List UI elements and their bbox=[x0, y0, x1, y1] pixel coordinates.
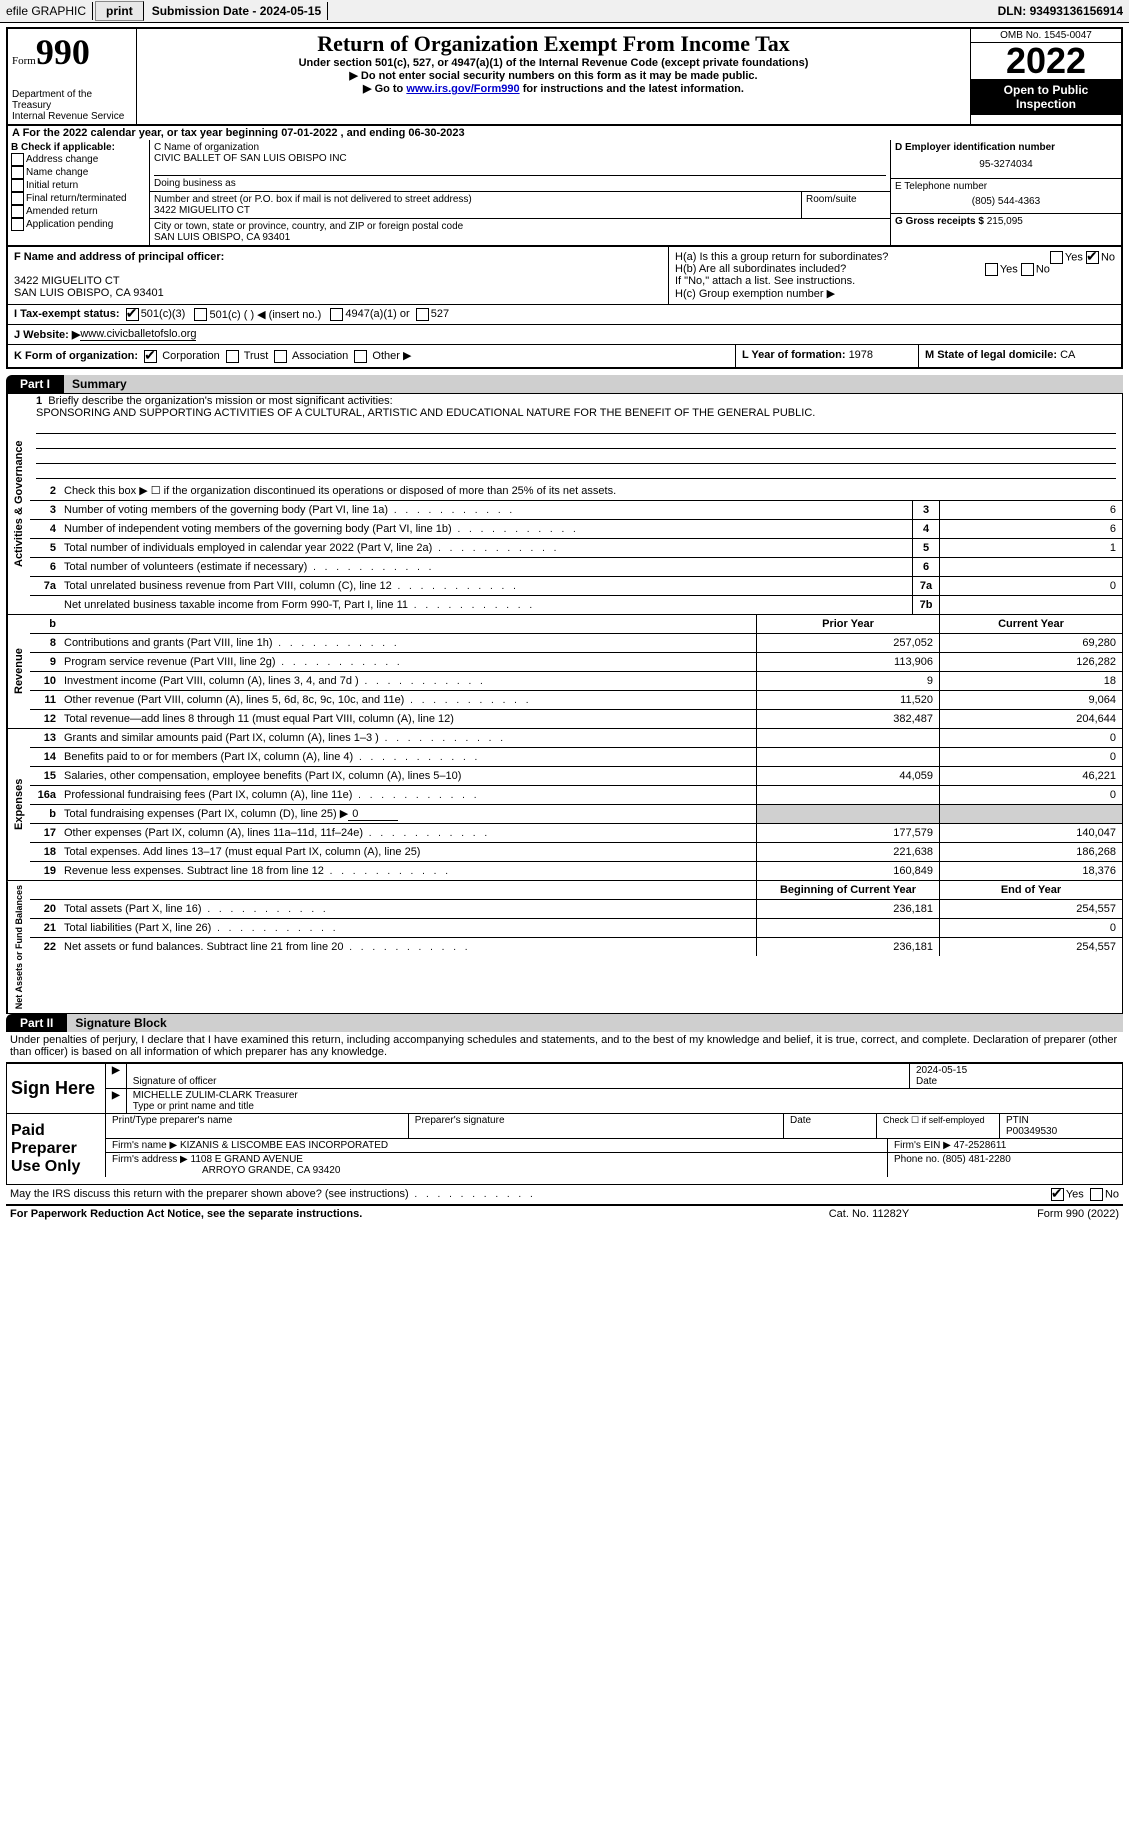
telephone: (805) 544-4363 bbox=[895, 192, 1117, 211]
may-discuss-row: May the IRS discuss this return with the… bbox=[6, 1185, 1123, 1205]
sign-here-label: Sign Here bbox=[7, 1064, 105, 1113]
dba-label: Doing business as bbox=[154, 175, 886, 189]
ein-label: D Employer identification number bbox=[895, 142, 1117, 153]
mission-text: SPONSORING AND SUPPORTING ACTIVITIES OF … bbox=[36, 407, 815, 419]
perjury-declaration: Under penalties of perjury, I declare th… bbox=[6, 1032, 1123, 1060]
dln: DLN: 93493136156914 bbox=[992, 2, 1129, 20]
tax-year: 2022 bbox=[971, 43, 1121, 79]
section-revenue: Revenue bPrior YearCurrent Year 8Contrib… bbox=[6, 615, 1123, 729]
print-button[interactable]: print bbox=[95, 1, 144, 21]
paid-preparer-label: Paid Preparer Use Only bbox=[7, 1114, 105, 1184]
city-label: City or town, state or province, country… bbox=[154, 221, 886, 232]
firm-ein: 47-2528611 bbox=[954, 1140, 1007, 1151]
part1-header: Part I Summary bbox=[6, 375, 1123, 393]
irs-link[interactable]: www.irs.gov/Form990 bbox=[406, 83, 519, 95]
efile-label: efile GRAPHIC bbox=[0, 2, 93, 20]
page-footer: For Paperwork Reduction Act Notice, see … bbox=[6, 1205, 1123, 1222]
form-title: Return of Organization Exempt From Incom… bbox=[141, 31, 966, 57]
dept-treasury: Department of the Treasury bbox=[12, 89, 132, 111]
subtitle-1: Under section 501(c), 527, or 4947(a)(1)… bbox=[141, 57, 966, 69]
gross-receipts: 215,095 bbox=[987, 216, 1023, 227]
row-i: I Tax-exempt status: 501(c)(3) 501(c) ( … bbox=[6, 305, 1123, 325]
ptin: P00349530 bbox=[1006, 1126, 1057, 1137]
section-governance: Activities & Governance 1 Briefly descri… bbox=[6, 393, 1123, 615]
officer-addr1: 3422 MIGUELITO CT bbox=[14, 275, 662, 287]
tel-label: E Telephone number bbox=[895, 181, 1117, 192]
website: www.civicballetofslo.org bbox=[80, 328, 196, 341]
row-fh: F Name and address of principal officer:… bbox=[6, 247, 1123, 305]
firm-name: KIZANIS & LISCOMBE EAS INCORPORATED bbox=[180, 1140, 388, 1151]
row-klm: K Form of organization: Corporation Trus… bbox=[6, 345, 1123, 369]
officer-name: MICHELLE ZULIM-CLARK Treasurer bbox=[133, 1090, 298, 1101]
firm-addr: 1108 E GRAND AVENUE bbox=[191, 1154, 303, 1165]
room-suite: Room/suite bbox=[802, 192, 890, 218]
section-b-label: B Check if applicable: bbox=[11, 142, 146, 153]
officer-addr2: SAN LUIS OBISPO, CA 93401 bbox=[14, 287, 662, 299]
section-net-assets: Net Assets or Fund Balances Beginning of… bbox=[6, 881, 1123, 1014]
section-ha: H(a) Is this a group return for subordin… bbox=[675, 251, 1115, 263]
signature-block: Sign Here ▶ Signature of officer 2024-05… bbox=[6, 1062, 1123, 1185]
row-j: J Website: ▶ www.civicballetofslo.org bbox=[6, 325, 1123, 345]
street-label: Number and street (or P.O. box if mail i… bbox=[154, 194, 797, 205]
ein: 95-3274034 bbox=[895, 153, 1117, 176]
org-name-label: C Name of organization bbox=[154, 142, 886, 153]
firm-phone: (805) 481-2280 bbox=[942, 1154, 1010, 1165]
submission-date: Submission Date - 2024-05-15 bbox=[146, 2, 328, 20]
top-bar: efile GRAPHIC print Submission Date - 20… bbox=[0, 0, 1129, 23]
subtitle-3: ▶ Go to www.irs.gov/Form990 for instruct… bbox=[141, 82, 966, 95]
entity-block: B Check if applicable: Address change Na… bbox=[6, 140, 1123, 247]
section-f-label: F Name and address of principal officer: bbox=[14, 251, 662, 263]
subtitle-2: ▶ Do not enter social security numbers o… bbox=[141, 69, 966, 82]
section-hc: H(c) Group exemption number ▶ bbox=[675, 287, 1115, 300]
org-name: CIVIC BALLET OF SAN LUIS OBISPO INC bbox=[154, 153, 886, 164]
form-header: Form990 Department of the Treasury Inter… bbox=[6, 27, 1123, 126]
part2-header: Part II Signature Block bbox=[6, 1014, 1123, 1032]
hb-note: If "No," attach a list. See instructions… bbox=[675, 275, 1115, 287]
street: 3422 MIGUELITO CT bbox=[154, 205, 797, 216]
section-expenses: Expenses 13Grants and similar amounts pa… bbox=[6, 729, 1123, 881]
section-hb: H(b) Are all subordinates included? Yes … bbox=[675, 263, 1115, 275]
gross-label: G Gross receipts $ bbox=[895, 216, 987, 227]
open-public: Open to Public Inspection bbox=[971, 79, 1121, 115]
city: SAN LUIS OBISPO, CA 93401 bbox=[154, 232, 886, 243]
irs-label: Internal Revenue Service bbox=[12, 111, 132, 122]
calendar-year-row: A For the 2022 calendar year, or tax yea… bbox=[6, 126, 1123, 140]
